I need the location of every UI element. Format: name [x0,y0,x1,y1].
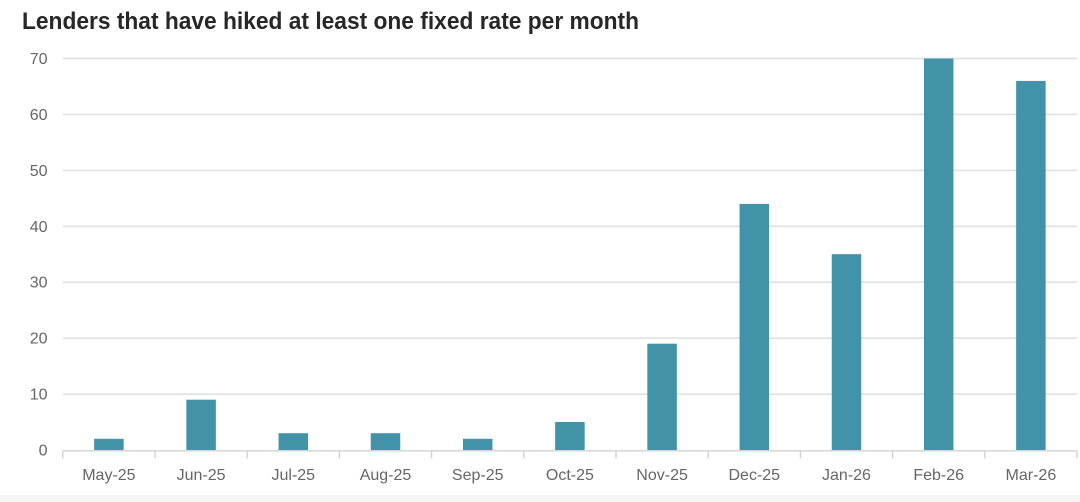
svg-text:Nov-25: Nov-25 [636,467,688,484]
svg-text:Feb-26: Feb-26 [913,467,964,484]
svg-text:40: 40 [30,219,48,236]
svg-text:20: 20 [30,331,48,348]
svg-text:0: 0 [39,443,48,460]
svg-text:70: 70 [30,51,48,68]
svg-text:Oct-25: Oct-25 [546,467,594,484]
svg-text:Mar-26: Mar-26 [1006,467,1057,484]
svg-text:Aug-25: Aug-25 [360,467,412,484]
svg-text:Jan-26: Jan-26 [822,467,871,484]
svg-text:May-25: May-25 [82,467,135,484]
svg-text:Dec-25: Dec-25 [729,467,781,484]
svg-text:30: 30 [30,275,48,292]
svg-text:Sep-25: Sep-25 [452,467,504,484]
svg-text:Lenders that have hiked at lea: Lenders that have hiked at least one fix… [22,8,639,35]
svg-text:Jul-25: Jul-25 [272,467,316,484]
svg-text:60: 60 [30,107,48,124]
svg-text:Jun-25: Jun-25 [177,467,226,484]
svg-text:50: 50 [30,163,48,180]
svg-text:10: 10 [30,387,48,404]
